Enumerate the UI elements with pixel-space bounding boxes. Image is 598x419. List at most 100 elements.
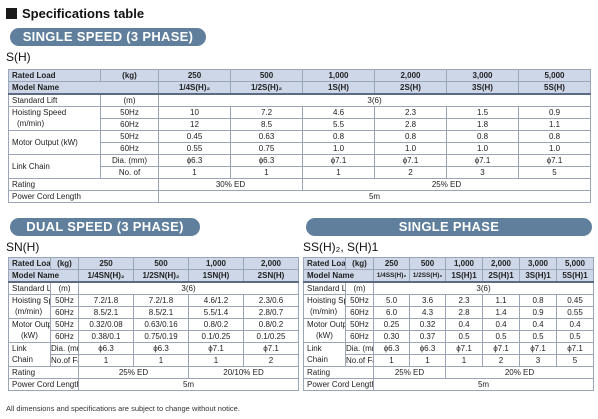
table-cell: 0.8/0.2	[188, 318, 244, 331]
table-cell: No.of Falls	[345, 354, 374, 367]
table-cell: 250	[158, 69, 231, 82]
table-cell: 7.2	[230, 106, 303, 119]
table-cell: 25% ED	[373, 366, 446, 379]
table-cell: Rated Load	[303, 257, 346, 270]
table-cell: 1/2S(H)₂	[230, 81, 303, 95]
table-cell: 0.5	[519, 330, 557, 343]
table-cell: 50Hz	[50, 318, 79, 331]
table-cell: Rating	[8, 178, 159, 191]
table-cell: Model Name	[8, 81, 159, 95]
table-row: Model Name 1/4S(H)₂ 1/2S(H)₂ 1S(H) 2S(H)…	[8, 81, 591, 95]
table-row: Power Cord Length 5m	[303, 378, 594, 391]
table-cell: 5.5/1.4	[188, 306, 244, 319]
table-row: Motor Output 50Hz 0.25 0.32 0.4 0.4 0.4 …	[303, 318, 594, 331]
table-row: Link Chain Dia. (mm) ϕ6.3 ϕ6.3 ϕ7.1 ϕ7.1…	[8, 154, 591, 179]
table-cell: ϕ7.1	[446, 154, 519, 167]
table-cell: 0.5	[556, 330, 594, 343]
dual-speed-model: SN(H)	[6, 240, 40, 254]
table-cell: 1.1	[482, 294, 520, 307]
table-cell: 1.8	[446, 118, 519, 131]
table-cell: Dia. (mm)	[100, 154, 159, 167]
table-row: Rated Load (kg) 250 500 1,000 2,000	[8, 257, 299, 270]
table-cell: Standard Lift	[8, 93, 101, 107]
table-cell: 3	[519, 354, 557, 367]
table-cell: ϕ7.1	[556, 342, 594, 355]
table-cell: 2.8	[374, 118, 447, 131]
table-cell: 50Hz	[345, 318, 374, 331]
table-cell: 1	[78, 354, 134, 367]
single-phase-banner: SINGLE PHASE	[306, 218, 592, 236]
table-cell: 0.8	[374, 130, 447, 143]
table-cell: 5,000	[518, 69, 591, 82]
table-cell: 500	[230, 69, 303, 82]
table-row: Standard Lift (m) 3(6)	[8, 93, 591, 107]
table-cell: 1	[373, 354, 410, 367]
table-cell: Rated Load	[8, 69, 101, 82]
table-cell: Link	[8, 342, 51, 355]
table-cell: 2.3/0.6	[243, 294, 299, 307]
table-row: Rating 25% ED 20% ED	[303, 366, 594, 379]
table-cell: (kg)	[50, 257, 79, 270]
table-cell: 0.8	[446, 130, 519, 143]
table-cell: 250	[373, 257, 410, 270]
table-cell: (kW)	[303, 330, 346, 343]
table-cell: 1.0	[446, 142, 519, 155]
table-cell: 3	[446, 166, 519, 179]
table-cell: Motor Output	[303, 318, 346, 331]
table-cell: 5.0	[373, 294, 410, 307]
table-cell: Rating	[8, 366, 79, 379]
table-cell: 1/4S(H)₂	[158, 81, 231, 95]
table-row: Motor Output (kW) 50Hz 0.45 0.63 0.8 0.8…	[8, 130, 591, 155]
table-row: Hoisting Speed 50Hz 5.0 3.6 2.3 1.1 0.8 …	[303, 294, 594, 307]
table-cell: Hoisting Speed	[8, 106, 101, 119]
table-cell: ϕ7.1	[243, 342, 299, 355]
table-cell: 0.30	[373, 330, 410, 343]
table-cell: 0.63/0.16	[133, 318, 189, 331]
table-cell: 2	[374, 166, 447, 179]
table-cell: 50Hz	[100, 106, 159, 119]
table-cell: 0.5	[482, 330, 520, 343]
table-cell: ϕ7.1	[518, 154, 591, 167]
table-row: (m/min) 60Hz 6.0 4.3 2.8 1.4 0.9 0.55	[303, 306, 594, 319]
table-cell: 1	[409, 354, 446, 367]
table-cell: 10	[158, 106, 231, 119]
table-cell: 4.3	[409, 306, 446, 319]
table-row: Power Cord Length 5m	[8, 190, 591, 203]
table-cell: 50Hz	[50, 294, 79, 307]
table-cell: ϕ6.3	[230, 154, 303, 167]
table-cell: 5S(H)	[518, 81, 591, 95]
table-cell: ϕ6.3	[78, 342, 134, 355]
table-cell: Standard Lift	[8, 281, 51, 295]
table-cell: 0.8/0.2	[243, 318, 299, 331]
table-cell: ϕ6.3	[158, 154, 231, 167]
table-row: Chain No.of Falls 1 1 1 2	[8, 354, 299, 367]
table-cell: 60Hz	[50, 330, 79, 343]
table-cell: 0.8	[519, 294, 557, 307]
dual-speed-banner: DUAL SPEED (3 PHASE)	[10, 218, 200, 236]
table-cell: 0.5	[445, 330, 483, 343]
table-cell: (m/min)	[8, 118, 101, 131]
table-cell: 2S(H)	[374, 81, 447, 95]
table-cell: 2	[482, 354, 520, 367]
table-cell: 0.37	[409, 330, 446, 343]
table-row: (kW) 60Hz 0.30 0.37 0.5 0.5 0.5 0.5	[303, 330, 594, 343]
table-cell: ϕ6.3	[373, 342, 410, 355]
table-cell: 3S(H)1	[519, 269, 557, 283]
table-row: Link Dia. (mm) ϕ6.3 ϕ6.3 ϕ7.1 ϕ7.1	[8, 342, 299, 355]
table-row: Model Name 1/4SS(H)₂ 1/2SS(H)₂ 1S(H)1 2S…	[303, 269, 594, 283]
table-cell: 3(6)	[78, 281, 299, 295]
table-cell: 1.0	[302, 142, 375, 155]
table-cell: 1,000	[302, 69, 375, 82]
table-cell: (m)	[345, 281, 374, 295]
table-cell: 0.55	[158, 142, 231, 155]
table-cell: 0.8	[302, 130, 375, 143]
table-cell: 1SN(H)	[188, 269, 244, 283]
table-cell: 500	[133, 257, 189, 270]
table-cell: 7.2/1.8	[78, 294, 134, 307]
table-cell: 1/4SS(H)₂	[373, 269, 410, 283]
table-cell: 3(6)	[373, 281, 594, 295]
table-cell: Standard Lift	[303, 281, 346, 295]
table-cell: 30% ED	[158, 178, 303, 191]
table-cell: 1/4SN(H)₂	[78, 269, 134, 283]
table-cell: 0.1/0.25	[243, 330, 299, 343]
